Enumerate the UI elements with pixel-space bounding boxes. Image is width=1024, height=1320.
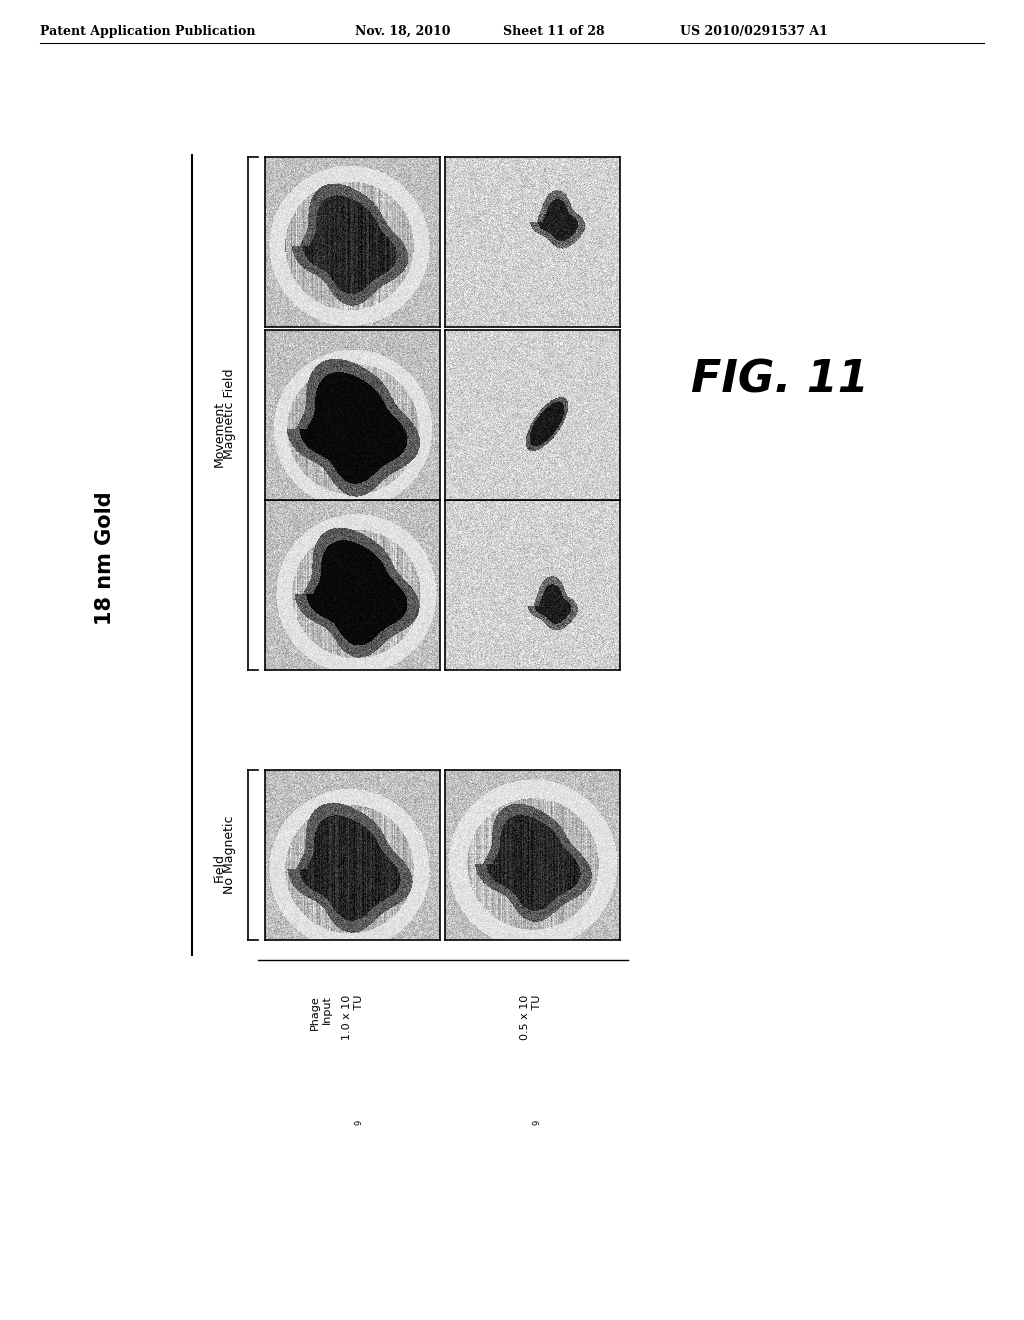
Text: 18 nm Gold: 18 nm Gold: [95, 491, 115, 624]
Text: FIG. 11: FIG. 11: [691, 359, 869, 401]
Text: Patent Application Publication: Patent Application Publication: [40, 25, 256, 38]
Text: TU: TU: [354, 995, 364, 1014]
Text: 9: 9: [534, 1119, 542, 1125]
Text: 0.5 x 10: 0.5 x 10: [520, 995, 530, 1040]
Text: TU: TU: [532, 995, 542, 1014]
Text: 1.0 x 10: 1.0 x 10: [342, 995, 352, 1040]
Text: Magnetic Field: Magnetic Field: [223, 368, 237, 459]
Text: Nov. 18, 2010: Nov. 18, 2010: [355, 25, 451, 38]
Text: Field: Field: [213, 854, 225, 883]
Text: Phage: Phage: [310, 995, 319, 1030]
Text: Input: Input: [322, 995, 332, 1024]
Text: Movement: Movement: [213, 401, 225, 467]
Text: Sheet 11 of 28: Sheet 11 of 28: [503, 25, 604, 38]
Text: 9: 9: [355, 1119, 364, 1125]
Text: No Magnetic: No Magnetic: [223, 816, 237, 894]
Text: US 2010/0291537 A1: US 2010/0291537 A1: [680, 25, 827, 38]
